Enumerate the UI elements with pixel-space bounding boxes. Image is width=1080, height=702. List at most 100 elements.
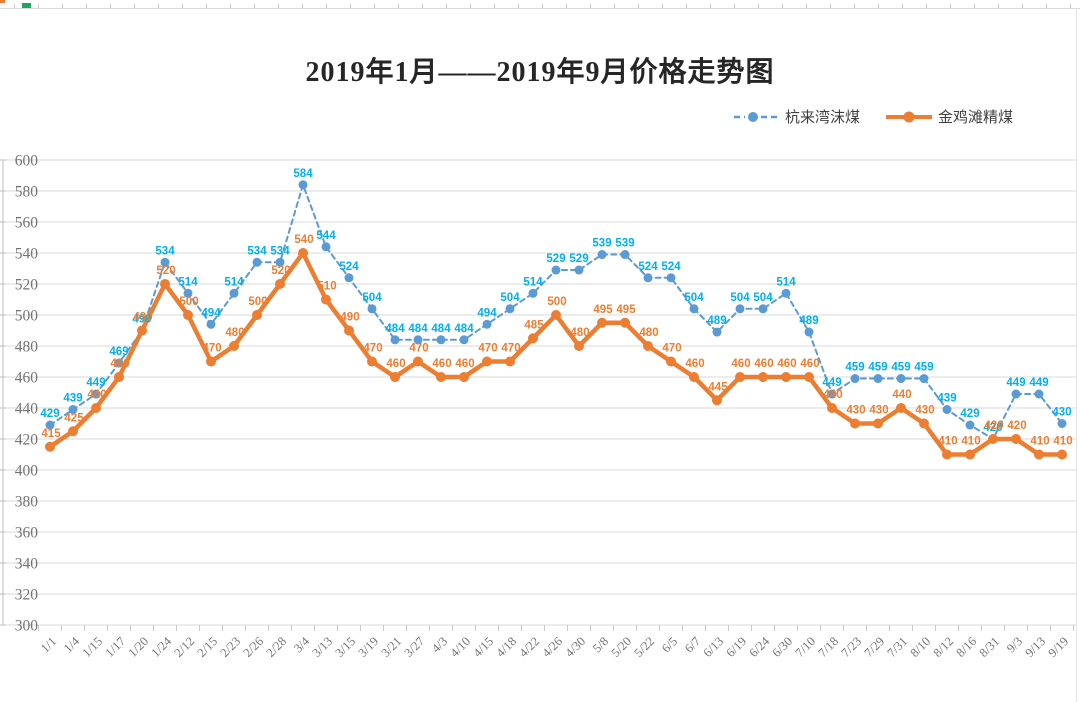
data-point-marker[interactable] [344,325,354,336]
data-point-marker[interactable] [367,356,377,367]
data-point-marker[interactable] [1011,389,1021,399]
data-point-marker[interactable] [367,304,377,314]
legend-item-hanglaiwan[interactable]: 杭来湾沫煤 [733,106,860,127]
y-axis-label: 400 [15,463,39,480]
data-point-marker[interactable] [528,288,538,298]
data-point-marker[interactable] [160,279,170,289]
data-point-marker[interactable] [252,257,262,267]
data-point-marker[interactable] [413,335,423,345]
data-point-marker[interactable] [114,358,124,368]
data-point-marker[interactable] [965,420,975,430]
data-point-marker[interactable] [436,335,446,345]
data-point-marker[interactable] [942,449,952,460]
data-point-marker[interactable] [114,372,124,382]
data-point-marker[interactable] [574,265,584,275]
data-point-marker[interactable] [68,405,78,415]
data-point-marker[interactable] [873,418,883,429]
data-point-marker[interactable] [275,279,285,289]
data-point-marker[interactable] [965,449,975,460]
data-point-marker[interactable] [804,372,814,382]
data-point-marker[interactable] [988,434,998,444]
data-point-marker[interactable] [804,327,814,337]
data-point-marker[interactable] [620,317,630,328]
data-point-marker[interactable] [666,356,676,367]
data-point-marker[interactable] [758,304,768,314]
data-point-marker[interactable] [643,273,653,283]
data-point-marker[interactable] [712,327,722,337]
data-point-marker[interactable] [689,304,699,314]
data-point-marker[interactable] [873,374,883,384]
data-point-marker[interactable] [298,180,308,190]
data-point-marker[interactable] [91,389,101,399]
data-point-marker[interactable] [528,333,538,344]
data-point-marker[interactable] [137,325,147,336]
data-point-marker[interactable] [896,403,906,413]
data-point-marker[interactable] [482,319,492,329]
data-point-label: 440 [87,389,106,401]
data-point-marker[interactable] [229,288,239,298]
data-point-label: 514 [178,276,198,288]
data-point-marker[interactable] [574,341,584,351]
data-point-marker[interactable] [436,372,446,382]
data-point-marker[interactable] [735,372,745,382]
data-point-marker[interactable] [321,242,331,252]
data-point-marker[interactable] [482,356,492,367]
data-point-marker[interactable] [643,341,653,351]
data-point-marker[interactable] [298,248,308,258]
data-point-marker[interactable] [827,389,837,399]
data-point-marker[interactable] [459,372,469,382]
data-point-marker[interactable] [505,356,515,367]
data-point-marker[interactable] [1057,449,1067,460]
data-point-marker[interactable] [735,304,745,314]
data-point-marker[interactable] [850,418,860,429]
data-point-marker[interactable] [620,250,630,260]
data-point-marker[interactable] [758,372,768,382]
legend-label-jinjitan: 金鸡滩精煤 [938,110,1014,126]
data-point-marker[interactable] [1057,419,1067,428]
data-point-marker[interactable] [390,372,400,382]
data-point-marker[interactable] [896,374,906,384]
data-point-marker[interactable] [390,335,400,345]
data-point-marker[interactable] [275,257,285,267]
data-point-marker[interactable] [850,374,860,384]
data-point-marker[interactable] [689,372,699,382]
data-point-marker[interactable] [206,356,216,367]
data-point-label: 425 [64,412,84,424]
data-point-label: 524 [638,261,658,273]
data-point-marker[interactable] [919,418,929,429]
data-point-marker[interactable] [413,356,423,367]
data-point-marker[interactable] [229,341,239,351]
data-point-marker[interactable] [551,265,561,275]
data-point-marker[interactable] [666,273,676,283]
data-point-marker[interactable] [91,403,101,413]
data-point-marker[interactable] [781,288,791,298]
data-point-marker[interactable] [68,426,78,437]
data-point-marker[interactable] [160,257,170,267]
y-axis-label: 480 [15,339,39,356]
data-point-marker[interactable] [1011,434,1021,444]
data-point-marker[interactable] [183,310,193,320]
data-point-marker[interactable] [919,374,929,384]
data-point-marker[interactable] [252,310,262,320]
x-axis-label: 1/15 [79,634,105,660]
data-point-marker[interactable] [781,372,791,382]
data-point-marker[interactable] [459,335,469,345]
data-point-marker[interactable] [1034,389,1044,399]
data-point-marker[interactable] [1034,449,1044,460]
data-point-marker[interactable] [597,250,607,260]
x-axis-label: 8/31 [976,634,1002,660]
data-point-marker[interactable] [45,420,55,430]
data-point-marker[interactable] [597,317,607,328]
data-point-marker[interactable] [45,441,55,452]
data-point-marker[interactable] [505,304,515,314]
data-point-marker[interactable] [183,288,193,298]
data-point-marker[interactable] [712,395,722,406]
data-point-marker[interactable] [942,405,952,415]
data-point-marker[interactable] [827,403,837,413]
data-point-marker[interactable] [551,310,561,320]
data-point-marker[interactable] [321,294,331,305]
legend-item-jinjitan[interactable]: 金鸡滩精煤 [886,106,1013,127]
x-axis-label: 6/19 [723,634,749,660]
data-point-marker[interactable] [206,319,216,329]
data-point-marker[interactable] [344,273,354,283]
